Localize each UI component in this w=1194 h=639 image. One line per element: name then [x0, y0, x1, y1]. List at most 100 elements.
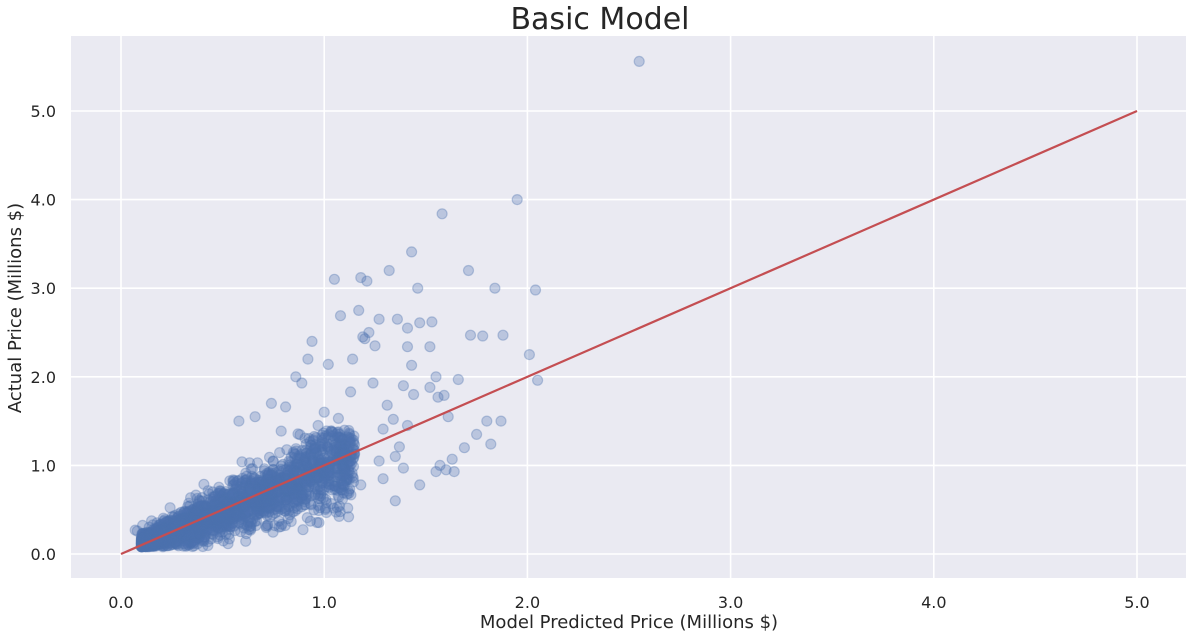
scatter-point-1866 [239, 507, 251, 519]
scatter-point-467 [170, 534, 182, 547]
plot-background [71, 36, 1186, 578]
scatter-point-859 [223, 520, 235, 532]
scatter-point-1403 [207, 518, 219, 530]
scatter-point-1088 [180, 511, 193, 523]
scatter-point-1320 [285, 451, 297, 463]
scatter-point-313 [260, 502, 273, 515]
scatter-point-1465 [337, 461, 349, 473]
scatter-point-1965 [161, 520, 173, 532]
scatter-point-1270 [214, 489, 226, 501]
scatter-point-754 [271, 492, 283, 504]
scatter-point-436 [196, 533, 208, 546]
scatter-point-613 [299, 452, 311, 464]
scatter-point-2153 [211, 500, 223, 512]
scatter-point-1497 [207, 500, 219, 512]
scatter-point-9 [312, 489, 324, 501]
scatter-point-1723 [187, 510, 199, 522]
scatter-point-1679 [165, 539, 177, 551]
scatter-point-1558 [198, 535, 210, 547]
scatter-point-1738 [169, 509, 181, 522]
scatter-point-231 [217, 535, 229, 547]
scatter-point-618 [192, 506, 204, 519]
scatter-point-1597 [304, 476, 316, 488]
scatter-point-642 [291, 465, 303, 477]
scatter-point-813 [340, 473, 352, 485]
scatter-point-1215 [332, 443, 345, 455]
scatter-point-983 [162, 540, 174, 552]
scatter-point-1452 [332, 489, 344, 501]
scatter-point-453 [279, 503, 291, 515]
scatter-point-717 [300, 481, 312, 493]
scatter-point-1085 [240, 477, 252, 489]
scatter-point-850 [249, 515, 261, 528]
scatter-point-1894 [135, 532, 148, 545]
scatter-point-565 [273, 521, 285, 533]
scatter-point-611 [288, 502, 300, 514]
scatter-point-1966 [246, 470, 258, 482]
scatter-point-2083 [335, 459, 347, 471]
scatter-point-1643 [213, 514, 225, 527]
scatter-point-56 [327, 435, 339, 447]
scatter-point-563 [261, 497, 273, 509]
scatter-point-2165 [259, 497, 271, 509]
scatter-point-372 [225, 512, 237, 525]
scatter-point-852 [190, 532, 202, 544]
scatter-point-2194 [308, 457, 320, 469]
scatter-point-935 [270, 503, 282, 515]
scatter-point-1460 [231, 475, 244, 487]
scatter-point-545 [146, 515, 158, 527]
scatter-point-942 [193, 494, 205, 506]
scatter-point-1852 [181, 534, 194, 546]
scatter-point-1748 [308, 479, 320, 491]
scatter-point-592 [237, 514, 249, 526]
scatter-point-1908 [252, 502, 264, 514]
scatter-point-1002 [316, 484, 328, 496]
scatter-point-1744 [307, 434, 319, 446]
scatter-point-16 [240, 507, 252, 519]
scatter-point-1490 [334, 432, 346, 444]
scatter-point-855 [338, 470, 350, 482]
scatter-point-848 [317, 467, 329, 480]
scatter-point-723 [227, 507, 239, 519]
scatter-point-1049 [300, 447, 313, 459]
scatter-point-130 [320, 506, 332, 519]
scatter-point-2090 [252, 499, 264, 511]
scatter-point-482 [135, 532, 148, 544]
scatter-point-402 [285, 486, 297, 498]
scatter-point-380 [325, 470, 337, 482]
scatter-point-311 [138, 528, 150, 540]
scatter-point-1035 [169, 536, 182, 548]
scatter-point-1960 [305, 439, 317, 451]
scatter-point-640 [214, 515, 227, 528]
scatter-point-1471 [299, 456, 311, 468]
scatter-point-827 [216, 523, 228, 535]
scatter-point-2262 [363, 326, 375, 339]
scatter-point-1629 [164, 534, 177, 546]
scatter-point-847 [217, 521, 229, 533]
scatter-point-2247 [448, 466, 460, 478]
scatter-point-897 [257, 479, 269, 491]
scatter-point-1696 [299, 432, 311, 444]
scatter-point-1291 [323, 465, 335, 478]
scatter-point-1186 [282, 486, 294, 498]
scatter-point-324 [253, 500, 265, 512]
scatter-point-627 [317, 469, 329, 481]
scatter-point-1247 [163, 518, 175, 530]
scatter-point-2250 [446, 453, 458, 465]
scatter-point-868 [261, 467, 273, 479]
scatter-point-473 [254, 499, 266, 511]
scatter-point-1575 [188, 508, 200, 521]
scatter-point-244 [142, 527, 154, 539]
scatter-point-1693 [333, 438, 346, 450]
scatter-point-2207 [355, 272, 367, 284]
scatter-point-1235 [334, 431, 346, 443]
scatter-point-615 [214, 494, 226, 506]
scatter-point-2127 [339, 464, 352, 476]
scatter-point-1976 [163, 535, 175, 547]
scatter-point-1415 [223, 528, 235, 540]
scatter-point-1627 [269, 497, 281, 509]
scatter-point-2052 [336, 445, 348, 457]
scatter-point-2221 [353, 304, 365, 316]
scatter-point-2227 [495, 415, 507, 427]
scatter-point-2202 [633, 55, 645, 68]
